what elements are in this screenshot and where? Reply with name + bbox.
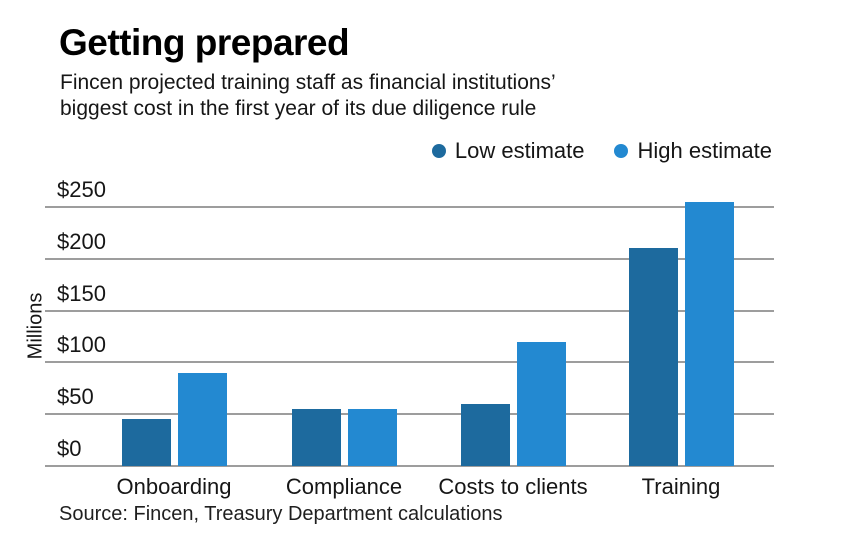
x-axis-category-label: Compliance xyxy=(285,474,403,499)
gridline xyxy=(45,361,774,364)
bar-high-estimate-compliance xyxy=(347,409,397,466)
bar-chart-plot-area: $0 $50 $100 $150 $200 $250 Onboarding Complianc… xyxy=(45,177,774,499)
x-axis-category-label: Onboarding xyxy=(116,474,232,499)
y-axis-tick-label: $0 xyxy=(57,436,82,461)
legend-item-low-estimate: Low estimate xyxy=(431,138,585,164)
legend-label-high-estimate: High estimate xyxy=(637,138,772,163)
chart-title: Getting prepared xyxy=(59,22,350,63)
bar-low-estimate-compliance xyxy=(291,409,341,466)
x-axis-category-label: Costs to clients xyxy=(438,474,588,499)
bar-low-estimate-onboarding xyxy=(121,419,171,466)
legend-item-high-estimate: High estimate xyxy=(614,138,772,164)
chart-subtitle: Fincen projected training staff as finan… xyxy=(60,70,556,122)
gridline xyxy=(45,465,774,467)
x-axis-category-label: Training xyxy=(641,474,721,499)
bar-low-estimate-costs-to-clients xyxy=(460,403,510,466)
legend-label-low-estimate: Low estimate xyxy=(454,138,585,163)
y-axis-tick-label: $50 xyxy=(57,384,94,410)
bar-high-estimate-training xyxy=(684,201,734,466)
gridline xyxy=(45,206,774,208)
legend: Low estimate High estimate xyxy=(431,138,772,164)
chart-subtitle-line2: biggest cost in the first year of its du… xyxy=(60,97,537,120)
y-axis-tick-label: $100 xyxy=(57,332,106,358)
source-note: Source: Fincen, Treasury Department calc… xyxy=(59,503,503,525)
legend-dot-low-estimate-icon xyxy=(431,144,446,158)
chart-subtitle-line1: Fincen projected training staff as finan… xyxy=(60,71,556,94)
gridline xyxy=(45,413,774,416)
legend-dot-high-estimate-icon xyxy=(614,144,629,158)
y-axis-tick-label: $250 xyxy=(57,177,106,202)
gridline xyxy=(45,257,774,260)
y-axis-tick-label: $150 xyxy=(57,280,106,306)
bar-low-estimate-training xyxy=(628,248,678,466)
y-axis-tick-label: $200 xyxy=(57,228,106,254)
bar-high-estimate-onboarding xyxy=(177,372,227,466)
gridline xyxy=(45,309,774,312)
bar-high-estimate-costs-to-clients xyxy=(516,341,566,466)
